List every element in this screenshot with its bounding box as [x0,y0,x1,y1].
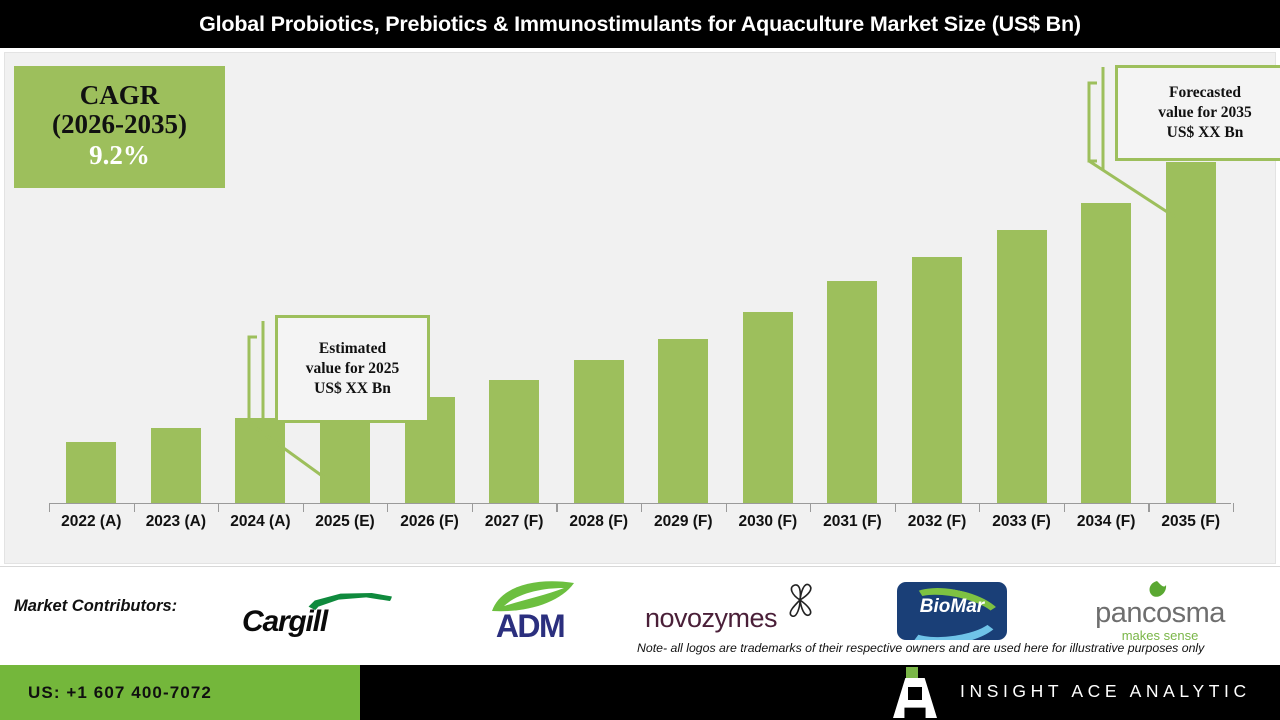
x-axis-tick [1063,503,1066,512]
bar-2033 [996,230,1047,503]
x-axis-label: 2022 (A) [61,513,122,530]
x-axis-label: 2025 (E) [315,513,375,530]
biomar-logo: BioMar [897,582,1007,640]
callout-line-1: Forecasted [1168,84,1242,102]
callout-line-3: US$ XX Bn [314,379,391,397]
callout-line-3: US$ XX Bn [1166,123,1244,141]
x-axis-label: 2023 (A) [145,513,206,530]
market-contributors-strip: Market Contributors: Cargill ADM novozym… [0,566,1280,665]
x-axis-tick [1148,503,1150,512]
x-axis-label: 2031 (F) [823,513,882,530]
cagr-period: (2026-2035) [52,109,187,140]
x-axis-label: 2026 (F) [400,513,459,530]
callout-leader-line-2035 [1087,67,1176,219]
x-axis-label: 2033 (F) [992,513,1051,530]
logo-letter-a-counter [908,687,922,700]
trademark-note: Note- all logos are trademarks of their … [637,641,1205,655]
pancosma-leaf-icon [1149,581,1167,597]
bar-2031 [827,281,878,503]
bar-2034 [1081,202,1132,503]
bar-series [49,53,1231,503]
biomar-wordmark: BioMar [919,596,985,617]
x-axis-tick [49,503,51,512]
x-axis-label: 2034 (F) [1076,513,1136,530]
x-axis-tick [133,503,135,512]
x-axis-label: 2032 (F) [907,513,967,530]
x-axis-labels: 2022 (A) 2023 (A) 2024 (A) 2025 (E) 2026 (F)… [49,513,1231,539]
bar-2030 [742,312,793,503]
brand-name: INSIGHT ACE ANALYTIC [960,681,1251,701]
adm-logo: ADM [460,581,600,644]
x-axis-tick [387,503,389,512]
callout-line-1: Estimated [318,340,387,358]
x-axis-label: 2027 (F) [484,513,544,530]
bar-2028 [573,359,624,503]
x-axis-ticks [49,503,1235,512]
callout-line-2: value for 2035 [1158,104,1252,122]
adm-wordmark: ADM [495,608,566,644]
callout-box-forecasted: Forecasted value for 2035 US$ XX Bn [1115,65,1280,161]
callout-leader-line-2025 [247,321,326,480]
adm-leaf-icon [492,581,574,612]
bar-2029 [658,339,709,503]
x-axis-label: 2028 (F) [569,513,628,530]
bar-2035 [1165,162,1216,503]
footer-contact-block: US: +1 607 400-7072 [0,665,360,720]
chart-panel: CAGR (2026-2035) 9.2% 2022 (A) 2023 (A) 20… [4,52,1280,564]
pancosma-tagline: makes sense [1121,628,1199,643]
novozymes-logo: novozymes [645,581,825,641]
callout-forecasted-2035: Forecasted value for 2035 US$ XX Bn [1077,65,1280,219]
callout-estimated-2025: Estimated value for 2025 US$ XX Bn [237,315,437,480]
cargill-wordmark: Cargill [242,605,328,638]
cagr-label: CAGR [79,79,160,110]
page-title: Global Probiotics, Prebiotics & Immunost… [199,11,1081,36]
footer-bar: US: +1 607 400-7072 INSIGHT ACE ANALYTIC [0,665,1280,720]
callout-line-2: value for 2025 [305,360,400,378]
x-axis-tick [556,503,558,512]
x-axis-label: 2030 (F) [738,513,798,530]
x-axis-tick [218,503,220,512]
x-axis-label: 2035 (F) [1161,513,1220,530]
x-axis-tick [810,503,812,512]
bar-2027 [489,380,540,503]
x-axis-tick [471,503,474,512]
cagr-badge: CAGR (2026-2035) 9.2% [14,66,225,188]
cargill-logo: Cargill [242,581,402,641]
x-axis-tick [725,503,727,512]
bar-2023 [150,427,201,503]
x-axis-tick [979,503,981,512]
x-axis-tick [894,503,896,512]
footer-phone-number: US: +1 607 400-7072 [28,682,212,702]
x-axis-label: 2024 (A) [230,513,291,530]
pancosma-wordmark: pancosma [1095,597,1225,629]
x-axis-tick [302,503,304,512]
bar-2025 [320,407,370,503]
novozymes-wordmark: novozymes [645,603,778,633]
x-axis-label: 2029 (F) [653,513,713,530]
logo-green-square [906,667,918,678]
cagr-value: 9.2% [89,140,150,171]
market-contributors-label: Market Contributors: [14,597,178,615]
insightace-logo-icon [893,667,937,718]
footer-brand-block: INSIGHT ACE ANALYTIC [360,665,1280,720]
callout-box-estimated: Estimated value for 2025 US$ XX Bn [275,315,430,423]
bar-2032 [912,257,962,503]
x-axis-line [49,503,1231,505]
title-bar: Global Probiotics, Prebiotics & Immunost… [0,0,1280,48]
x-axis-tick [1233,503,1235,512]
pancosma-logo: pancosma makes sense [1080,581,1240,643]
bar-2022 [66,441,117,503]
x-axis-tick [641,503,643,512]
novozymes-pinwheel-icon [789,583,812,617]
